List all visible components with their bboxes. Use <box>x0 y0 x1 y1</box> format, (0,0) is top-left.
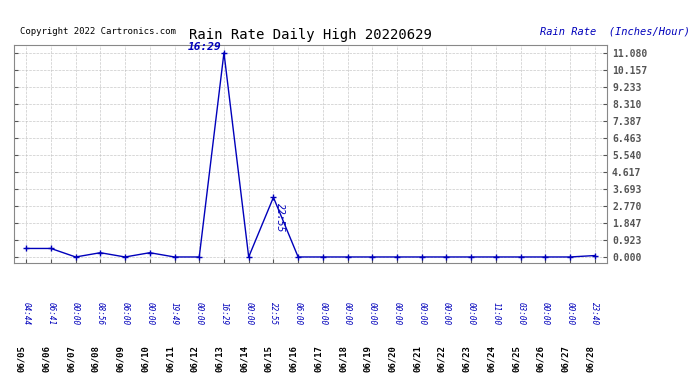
Text: 16:29: 16:29 <box>219 302 228 325</box>
Text: 00:00: 00:00 <box>195 302 204 325</box>
Text: 00:00: 00:00 <box>146 302 155 325</box>
Text: 06/26: 06/26 <box>536 345 545 372</box>
Text: Rain Rate  (Inches/Hour): Rain Rate (Inches/Hour) <box>540 26 690 36</box>
Text: 00:00: 00:00 <box>466 302 475 325</box>
Text: 06:00: 06:00 <box>121 302 130 325</box>
Text: 11:00: 11:00 <box>491 302 500 325</box>
Text: 23:40: 23:40 <box>591 302 600 325</box>
Text: 06/19: 06/19 <box>364 345 373 372</box>
Text: 19:49: 19:49 <box>170 302 179 325</box>
Text: 06:00: 06:00 <box>294 302 303 325</box>
Text: 06/07: 06/07 <box>67 345 76 372</box>
Text: 00:00: 00:00 <box>566 302 575 325</box>
Text: 06/11: 06/11 <box>166 345 175 372</box>
Text: 04:44: 04:44 <box>21 302 30 325</box>
Text: 06/12: 06/12 <box>190 345 199 372</box>
Text: 06:41: 06:41 <box>46 302 55 325</box>
Text: 06/10: 06/10 <box>141 345 150 372</box>
Text: 00:00: 00:00 <box>244 302 253 325</box>
Text: 00:00: 00:00 <box>541 302 550 325</box>
Text: 06/13: 06/13 <box>215 345 224 372</box>
Text: 06/23: 06/23 <box>462 345 471 372</box>
Text: 06/15: 06/15 <box>264 345 273 372</box>
Text: 06/16: 06/16 <box>289 345 298 372</box>
Text: 00:00: 00:00 <box>71 302 80 325</box>
Text: 06/25: 06/25 <box>512 345 521 372</box>
Text: 22:55: 22:55 <box>275 203 284 232</box>
Text: 08:56: 08:56 <box>96 302 105 325</box>
Text: 06/08: 06/08 <box>91 345 100 372</box>
Text: 06/06: 06/06 <box>42 345 51 372</box>
Text: 00:00: 00:00 <box>343 302 352 325</box>
Text: 06/14: 06/14 <box>239 345 248 372</box>
Text: 00:00: 00:00 <box>393 302 402 325</box>
Text: 06/22: 06/22 <box>437 345 446 372</box>
Text: 00:00: 00:00 <box>417 302 426 325</box>
Text: 06/27: 06/27 <box>561 345 570 372</box>
Title: Rain Rate Daily High 20220629: Rain Rate Daily High 20220629 <box>189 28 432 42</box>
Text: 03:00: 03:00 <box>516 302 525 325</box>
Text: 06/28: 06/28 <box>586 345 595 372</box>
Text: 16:29: 16:29 <box>188 42 221 52</box>
Text: 06/18: 06/18 <box>339 345 348 372</box>
Text: 06/05: 06/05 <box>17 345 26 372</box>
Text: Copyright 2022 Cartronics.com: Copyright 2022 Cartronics.com <box>20 27 176 36</box>
Text: 00:00: 00:00 <box>318 302 327 325</box>
Text: 22:55: 22:55 <box>269 302 278 325</box>
Text: 06/24: 06/24 <box>487 345 496 372</box>
Text: 06/09: 06/09 <box>116 345 125 372</box>
Text: 06/21: 06/21 <box>413 345 422 372</box>
Text: 00:00: 00:00 <box>442 302 451 325</box>
Text: 06/20: 06/20 <box>388 345 397 372</box>
Text: 00:00: 00:00 <box>368 302 377 325</box>
Text: 06/17: 06/17 <box>314 345 323 372</box>
